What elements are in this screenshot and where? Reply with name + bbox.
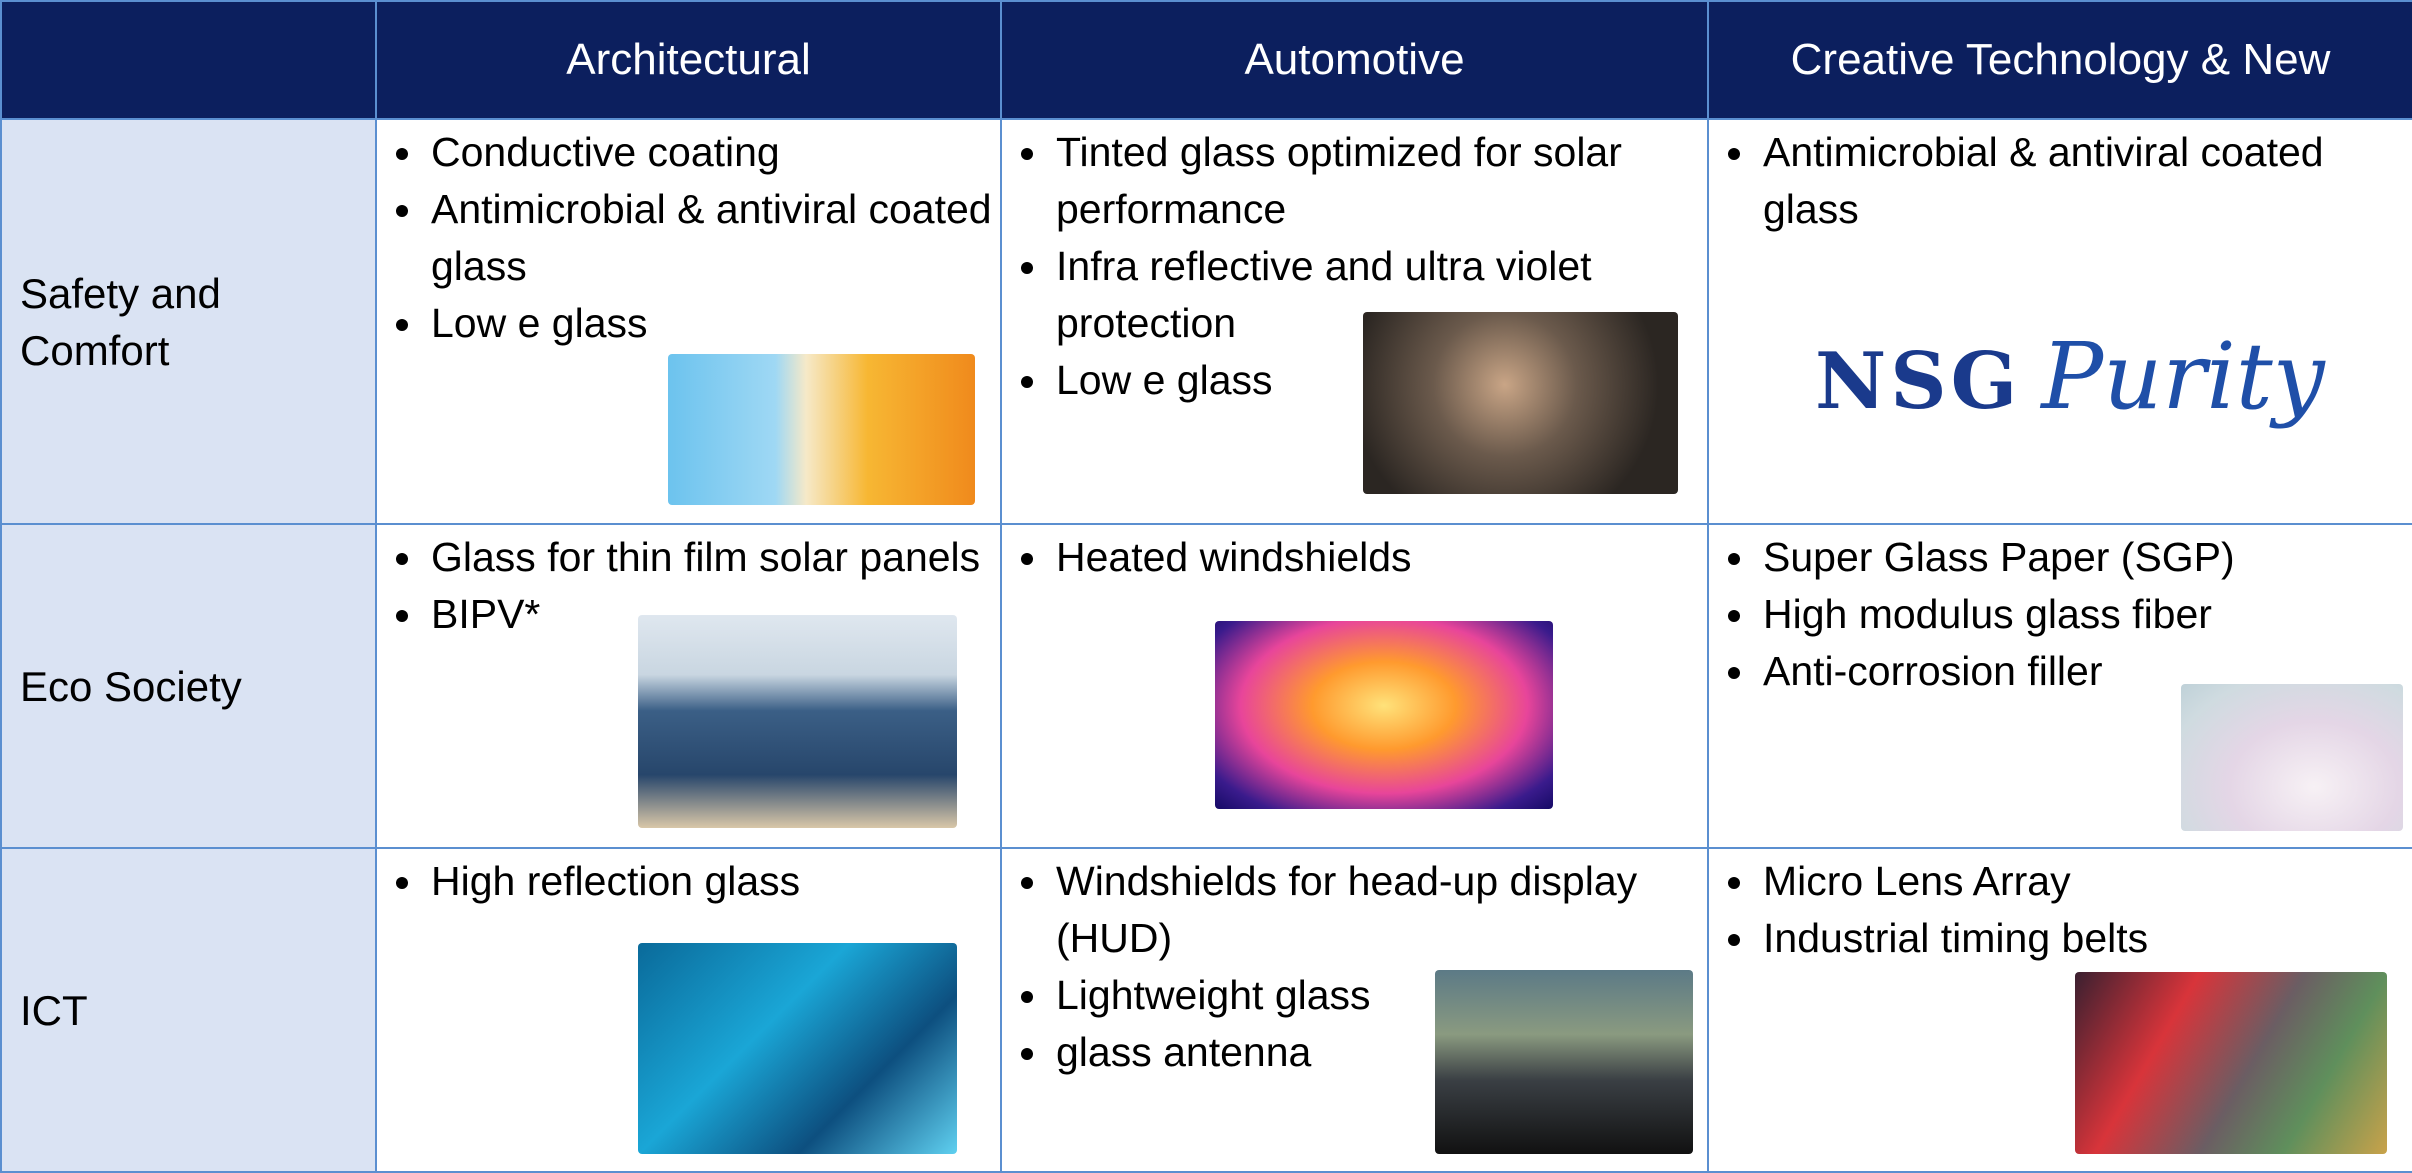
logo-word: NSG — [1815, 336, 2021, 427]
row-header: Eco Society — [0, 523, 377, 849]
column-header: Architectural — [375, 0, 1002, 120]
bullet-item: High modulus glass fiber — [1759, 586, 2412, 643]
photo — [2181, 684, 2403, 831]
photo — [1215, 621, 1553, 809]
bullet-item: Conductive coating — [427, 124, 1000, 181]
bullet-list: Heated windshields — [1002, 525, 1707, 586]
photo — [668, 354, 975, 505]
logo-word: Purity — [2041, 323, 2325, 430]
bullet-item: Glass for thin film solar panels — [427, 529, 1000, 586]
photo — [638, 943, 957, 1154]
bullet-item: Tinted glass optimized for solar perform… — [1052, 124, 1707, 238]
bullet-item: Micro Lens Array — [1759, 853, 2412, 910]
bullet-list: Micro Lens ArrayIndustrial timing belts — [1709, 849, 2412, 967]
photo — [1363, 312, 1678, 494]
photo — [1435, 970, 1693, 1154]
column-header: Creative Technology & New — [1707, 0, 2412, 120]
row-header: ICT — [0, 847, 377, 1173]
bullet-list: High reflection glass — [377, 849, 1000, 910]
bullet-list: Conductive coatingAntimicrobial & antivi… — [377, 120, 1000, 352]
bullet-item: Super Glass Paper (SGP) — [1759, 529, 2412, 586]
bullet-list: Antimicrobial & antiviral coated glass — [1709, 120, 2412, 238]
bullet-item: Windshields for head-up display (HUD) — [1052, 853, 1707, 967]
bullet-item: Antimicrobial & antiviral coated glass — [1759, 124, 2412, 238]
bullet-item: Heated windshields — [1052, 529, 1707, 586]
photo — [2075, 972, 2387, 1154]
bullet-list: Super Glass Paper (SGP)High modulus glas… — [1709, 525, 2412, 700]
photo — [638, 615, 957, 828]
bullet-item: Industrial timing belts — [1759, 910, 2412, 967]
page: {"header": {"columns": ["Architectural",… — [0, 0, 2412, 1171]
bullet-item: Low e glass — [427, 295, 1000, 352]
bullet-item: Antimicrobial & antiviral coated glass — [427, 181, 1000, 295]
corner-header — [0, 0, 377, 120]
column-header: Automotive — [1000, 0, 1709, 120]
cell-body: Antimicrobial & antiviral coated glass — [1707, 118, 2412, 525]
row-header: Safety and Comfort — [0, 118, 377, 525]
bullet-item: High reflection glass — [427, 853, 1000, 910]
